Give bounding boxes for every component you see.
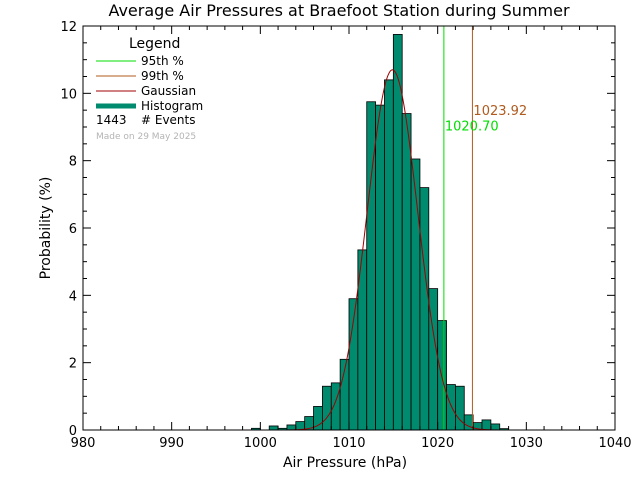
legend-label-99th: 99th % xyxy=(141,69,184,83)
histogram-bar xyxy=(410,158,421,431)
x-tick-label: 1030 xyxy=(510,436,543,451)
histogram-bar xyxy=(446,384,456,431)
y-tick-labels: 0 2 4 6 8 10 12 xyxy=(60,20,77,439)
x-tick-label: 1040 xyxy=(598,436,631,451)
x-axis-label: Air Pressure (hPa) xyxy=(283,455,407,471)
histogram-bar xyxy=(384,79,394,431)
histogram-bar xyxy=(268,425,279,431)
x-tick-label: 1010 xyxy=(332,436,365,451)
percentile-label-0: 1020.70 xyxy=(445,119,499,134)
histogram-bar xyxy=(454,385,465,431)
legend-events-count: 1443 xyxy=(96,113,127,127)
histogram-bar xyxy=(490,423,501,431)
made-on-note: Made on 29 May 2025 xyxy=(96,132,196,142)
histogram-bar xyxy=(330,382,341,431)
x-tick-label: 1020 xyxy=(421,436,454,451)
y-axis-label: Probability (%) xyxy=(38,177,54,280)
y-tick-label: 10 xyxy=(60,87,77,102)
histogram-bar xyxy=(321,385,332,431)
legend-label-histogram: Histogram xyxy=(141,99,203,113)
histogram-bar xyxy=(437,320,447,431)
chart-title: Average Air Pressures at Braefoot Statio… xyxy=(108,1,570,20)
histogram-bar xyxy=(481,419,492,431)
y-tick-label: 8 xyxy=(69,155,77,170)
histogram-bar xyxy=(419,187,430,431)
axis-ticks xyxy=(82,25,616,431)
percentile-lines xyxy=(443,26,473,430)
y-tick-label: 2 xyxy=(69,357,77,372)
y-tick-label: 6 xyxy=(69,222,77,237)
x-tick-label: 990 xyxy=(159,436,184,451)
x-tick-label: 980 xyxy=(71,436,96,451)
legend-label-gaussian: Gaussian xyxy=(141,84,196,98)
x-tick-label: 1000 xyxy=(244,436,277,451)
y-tick-label: 0 xyxy=(69,424,77,439)
y-tick-label: 4 xyxy=(69,289,77,304)
histogram-bar xyxy=(375,104,385,431)
histogram-bar xyxy=(295,421,306,431)
legend-label-95th: 95th % xyxy=(141,54,184,68)
histogram-bar xyxy=(392,34,403,431)
histogram-bar xyxy=(286,424,297,431)
histogram-bars xyxy=(251,34,510,431)
percentile-label-1: 1023.92 xyxy=(473,104,527,119)
legend: Legend 95th % 99th % Gaussian Histogram … xyxy=(96,36,203,142)
histogram-bar xyxy=(401,113,412,431)
y-tick-label: 12 xyxy=(60,20,77,35)
x-tick-labels: 980 990 1000 1010 1020 1030 1040 xyxy=(71,436,632,451)
legend-events-label: # Events xyxy=(141,113,196,127)
legend-title: Legend xyxy=(129,36,180,52)
